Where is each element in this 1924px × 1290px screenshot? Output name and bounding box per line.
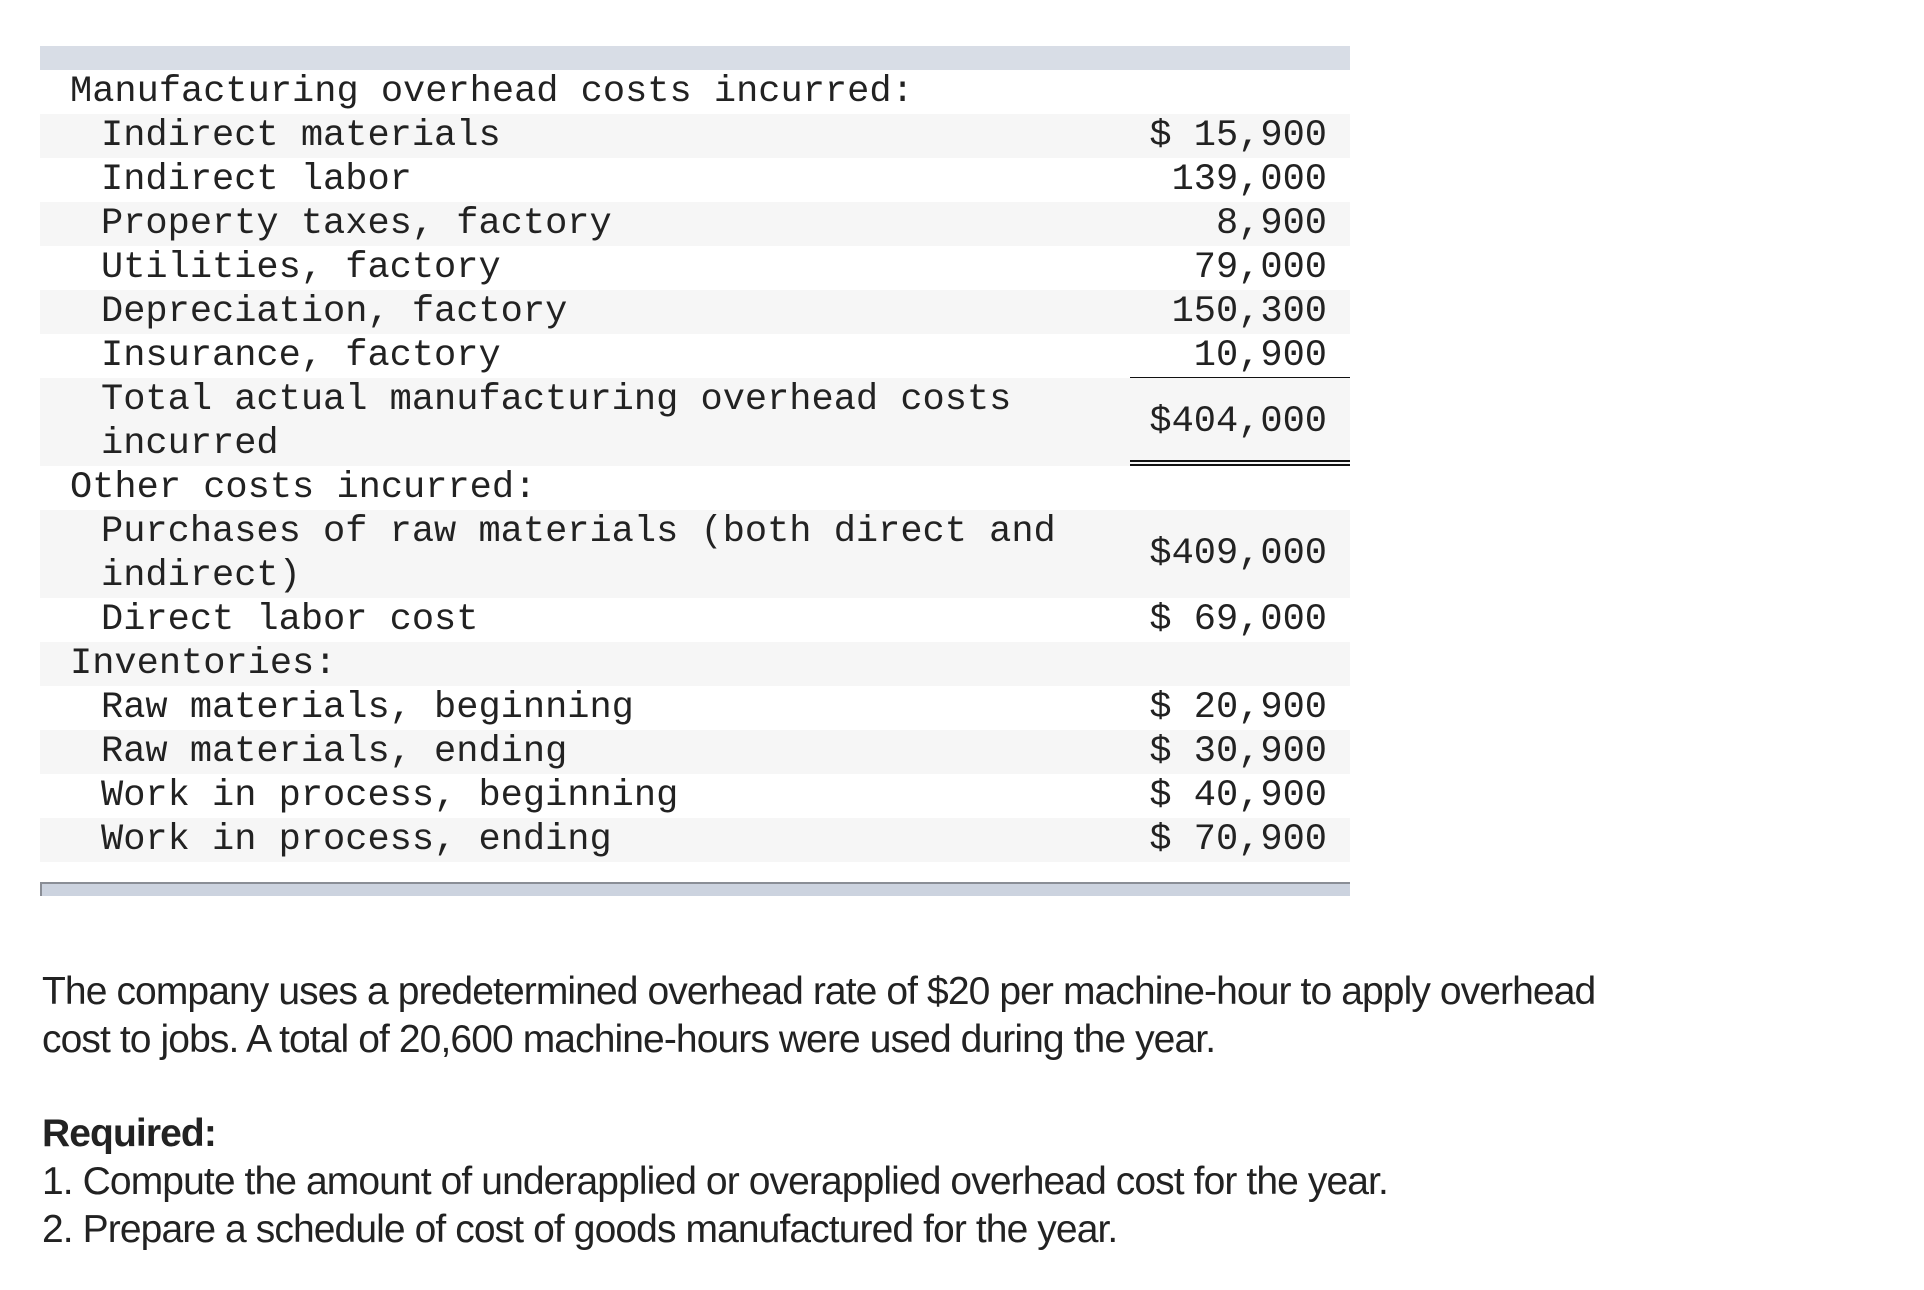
section-header-other-costs: Other costs incurred: xyxy=(40,466,1350,510)
row-value: 10,900 xyxy=(1130,334,1350,379)
row-value: $ 30,900 xyxy=(1149,731,1327,773)
table-row: Work in process, beginning $ 40,900 xyxy=(40,774,1350,818)
table-row: Direct labor cost $ 69,000 xyxy=(40,598,1350,642)
row-value: 150,300 xyxy=(1171,291,1327,333)
section-header-label: Inventories: xyxy=(70,643,337,685)
total-value: $404,000 xyxy=(1130,378,1350,466)
row-label: Work in process, beginning xyxy=(101,775,679,817)
required-item: 2. Prepare a schedule of cost of goods m… xyxy=(42,1208,1118,1251)
row-value: $ 69,000 xyxy=(1149,599,1327,641)
required-item: 1. Compute the amount of underapplied or… xyxy=(42,1160,1389,1203)
row-value: 8,900 xyxy=(1215,203,1327,245)
description-line: The company uses a predetermined overhea… xyxy=(42,970,1596,1013)
table-row: Purchases of raw materials (both direct … xyxy=(40,510,1350,598)
row-label: Indirect materials xyxy=(101,115,501,157)
cost-data-table: Manufacturing overhead costs incurred: I… xyxy=(40,46,1350,896)
table-header-bar xyxy=(40,46,1350,70)
section-header-label: Other costs incurred: xyxy=(70,467,537,509)
problem-description: The company uses a predetermined overhea… xyxy=(42,968,1596,1064)
row-value: $ 15,900 xyxy=(1149,115,1327,157)
row-value: $ 40,900 xyxy=(1149,775,1327,817)
table-row: Work in process, ending $ 70,900 xyxy=(40,818,1350,862)
required-section: Required: 1. Compute the amount of under… xyxy=(42,1110,1389,1254)
table-row: Depreciation, factory 150,300 xyxy=(40,290,1350,334)
table-row: Insurance, factory 10,900 xyxy=(40,334,1350,379)
row-value: $ 70,900 xyxy=(1149,819,1327,861)
row-value: $409,000 xyxy=(1149,533,1327,575)
row-value: 139,000 xyxy=(1171,159,1327,201)
row-label: Indirect labor xyxy=(101,159,412,201)
table-row: Raw materials, beginning $ 20,900 xyxy=(40,686,1350,730)
total-row: Total actual manufacturing overhead cost… xyxy=(40,378,1350,466)
table-row: Raw materials, ending $ 30,900 xyxy=(40,730,1350,774)
table-row: Indirect labor 139,000 xyxy=(40,158,1350,202)
row-label: Work in process, ending xyxy=(101,819,612,861)
section-header-inventories: Inventories: xyxy=(40,642,1350,686)
row-label: Purchases of raw materials (both direct … xyxy=(101,511,1078,597)
row-label: Direct labor cost xyxy=(101,599,479,641)
required-heading: Required: xyxy=(42,1112,217,1155)
table-footer-bar xyxy=(40,882,1350,896)
row-value: 79,000 xyxy=(1193,247,1327,289)
table-row: Indirect materials $ 15,900 xyxy=(40,114,1350,158)
section-header-label: Manufacturing overhead costs incurred: xyxy=(70,71,914,113)
table-row: Property taxes, factory 8,900 xyxy=(40,202,1350,246)
row-label: Insurance, factory xyxy=(101,335,501,377)
row-label: Utilities, factory xyxy=(101,247,501,289)
description-line: cost to jobs. A total of 20,600 machine-… xyxy=(42,1018,1216,1061)
row-label: Raw materials, ending xyxy=(101,731,568,773)
section-header-manufacturing-overhead: Manufacturing overhead costs incurred: xyxy=(40,70,1350,114)
row-label: Raw materials, beginning xyxy=(101,687,634,729)
table-row: Utilities, factory 79,000 xyxy=(40,246,1350,290)
row-value: $ 20,900 xyxy=(1149,687,1327,729)
row-label: Depreciation, factory xyxy=(101,291,568,333)
row-label: Property taxes, factory xyxy=(101,203,612,245)
total-label: Total actual manufacturing overhead cost… xyxy=(101,379,1034,465)
